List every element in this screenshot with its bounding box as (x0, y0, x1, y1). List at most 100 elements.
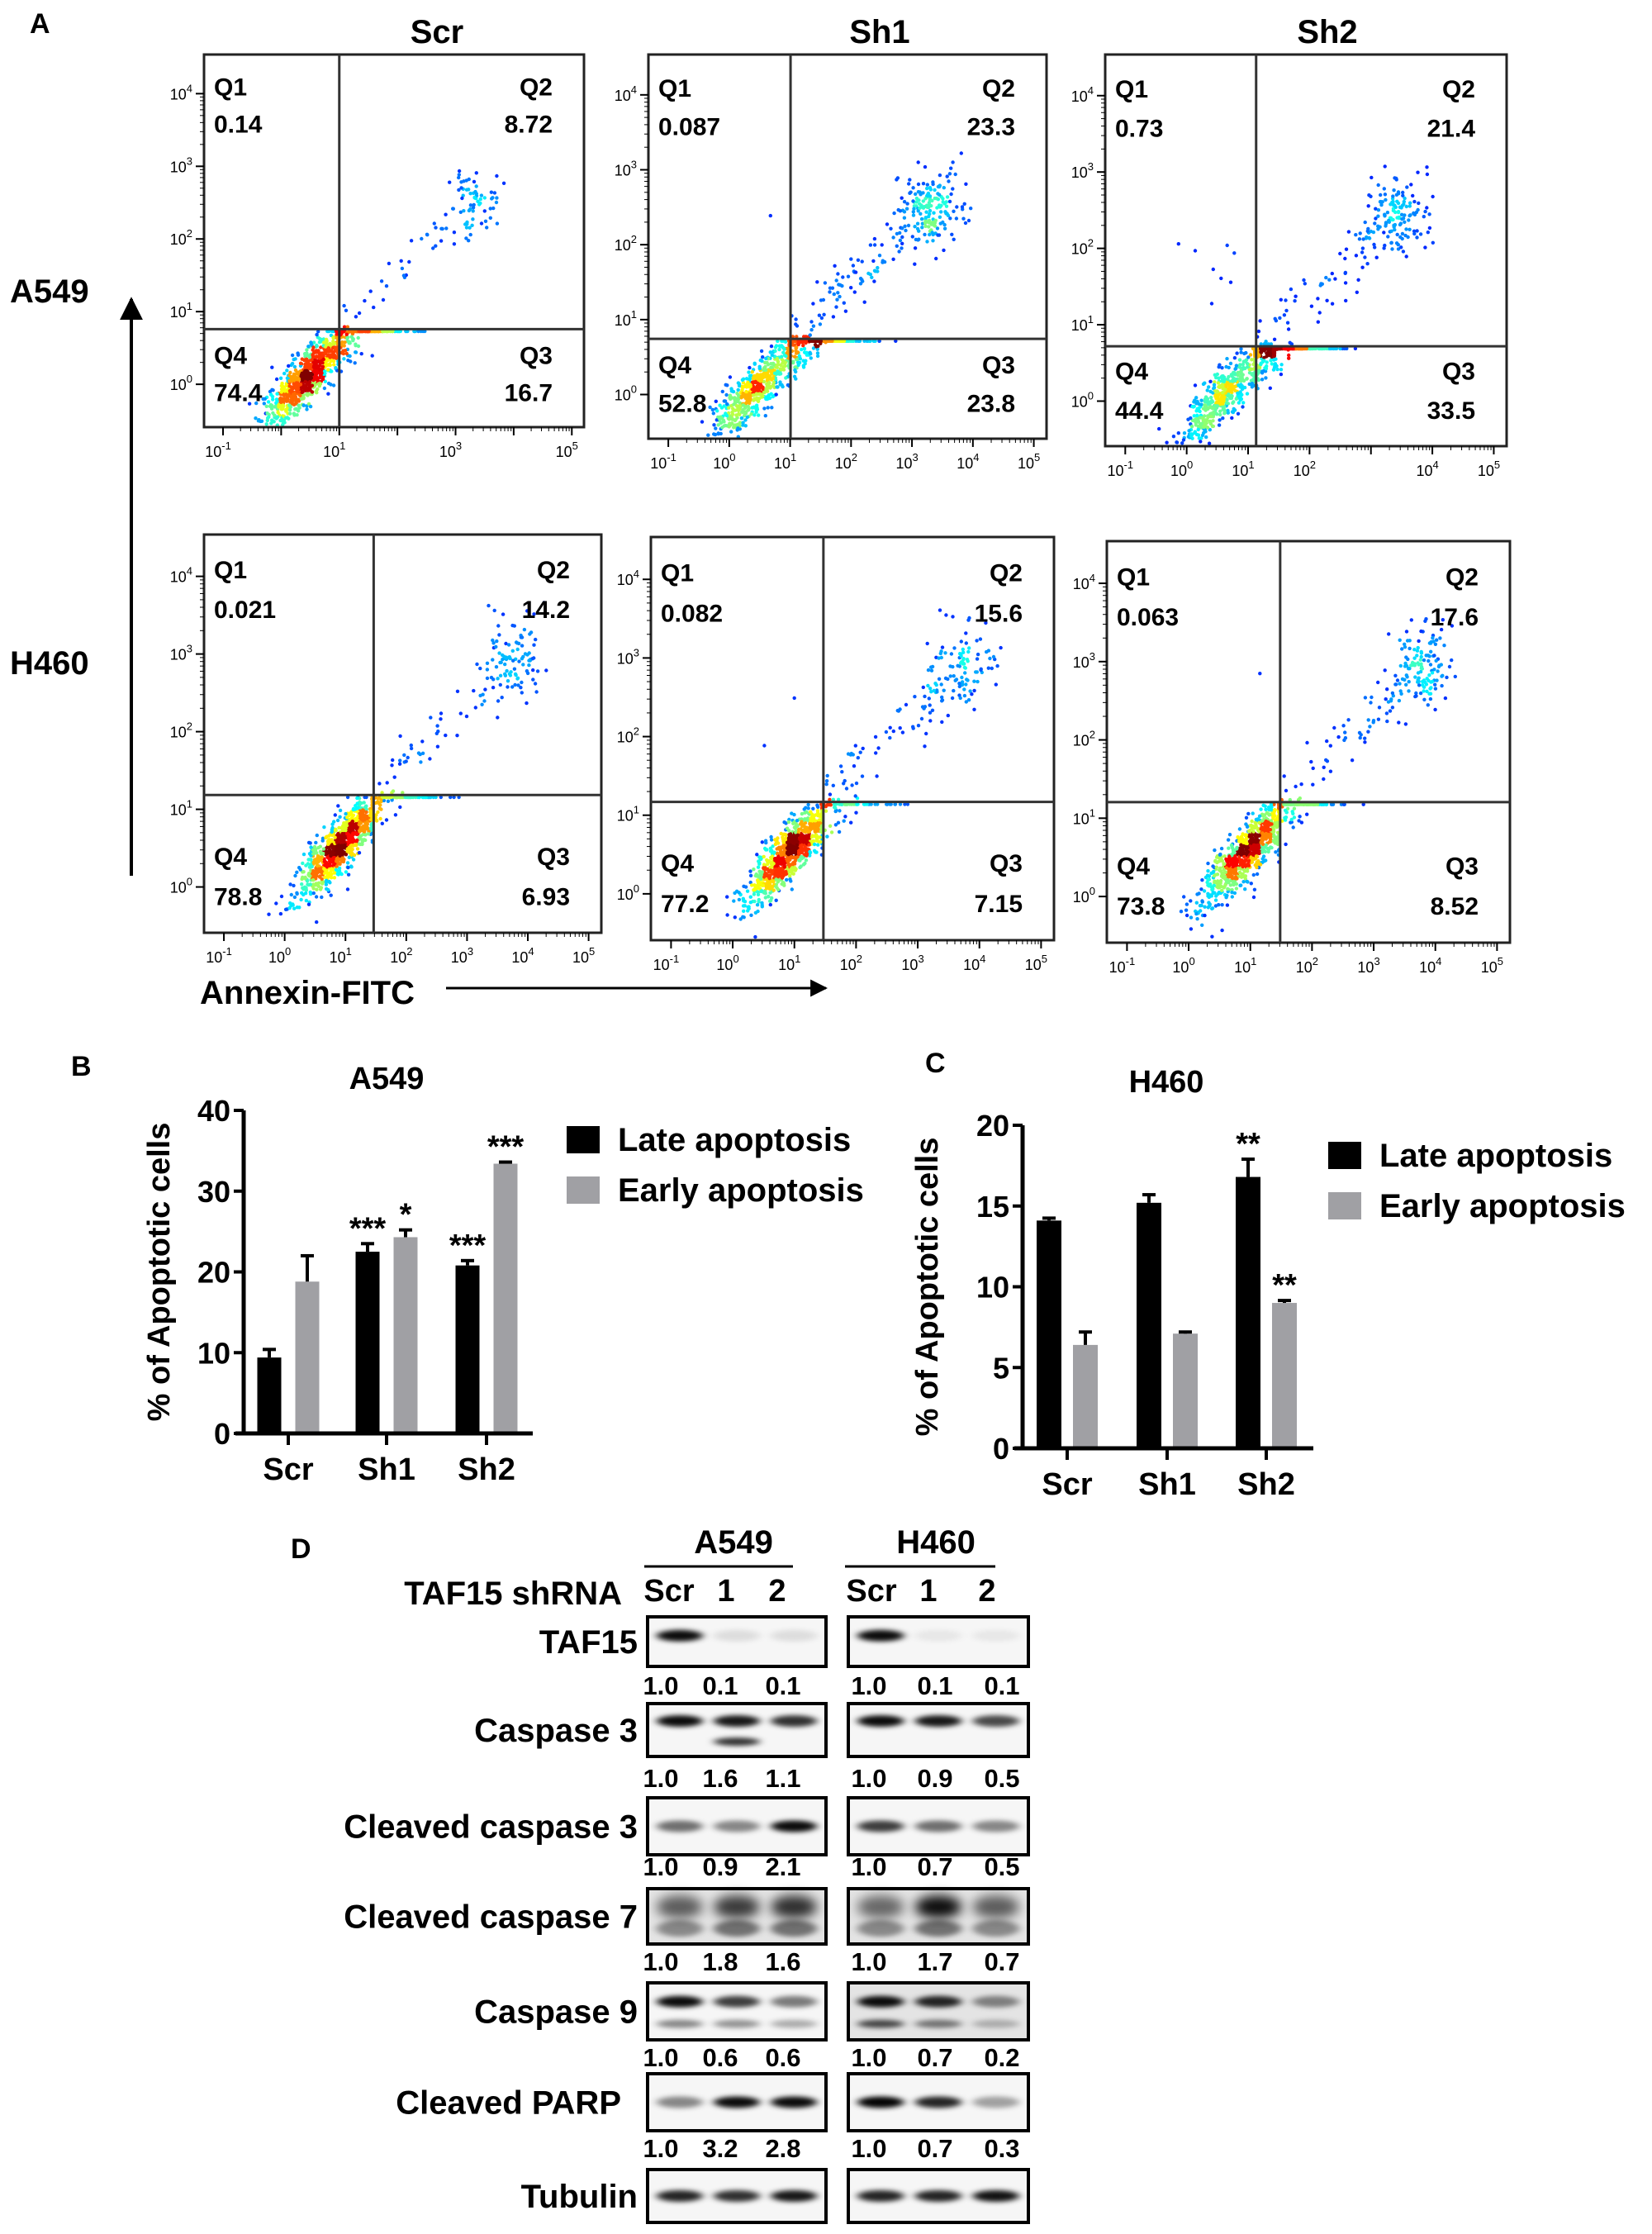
event-dot (708, 405, 712, 410)
event-dot (385, 781, 389, 785)
x-tick-label: 105 (572, 945, 595, 966)
event-dot (928, 212, 932, 216)
event-dot (1343, 256, 1347, 261)
event-dot (1215, 372, 1220, 377)
event-dot (928, 719, 933, 723)
event-dot (916, 160, 920, 164)
event-dot (955, 205, 959, 209)
event-dot (489, 190, 494, 194)
event-dot (1396, 201, 1401, 206)
event-dot (1399, 212, 1404, 216)
event-dot (315, 354, 319, 359)
event-dot (498, 673, 503, 677)
event-dot (900, 196, 904, 200)
event-dot (323, 371, 327, 376)
event-dot (420, 236, 424, 241)
event-dot (301, 892, 306, 897)
event-dot (1215, 412, 1219, 416)
event-dot (501, 612, 506, 616)
event-dot (509, 670, 513, 674)
event-dot (948, 216, 952, 221)
event-dot (1241, 362, 1246, 367)
event-dot (1380, 200, 1384, 204)
event-dot (1415, 235, 1419, 240)
event-dot (733, 417, 738, 422)
event-dot (924, 210, 928, 214)
event-dot (448, 180, 452, 184)
event-dot (496, 624, 501, 628)
event-dot (1275, 364, 1279, 368)
event-dot (409, 746, 414, 751)
event-dot (800, 347, 804, 352)
event-dot (1425, 165, 1429, 169)
event-dot (310, 390, 315, 394)
event-dot (387, 261, 392, 266)
event-dot (725, 895, 729, 899)
event-dot (458, 210, 463, 214)
event-dot (754, 397, 759, 402)
event-dot (783, 360, 787, 364)
event-dot (345, 887, 350, 891)
event-dot (1238, 397, 1242, 402)
event-dot (1386, 235, 1390, 239)
event-dot (775, 356, 779, 361)
event-dot (268, 389, 273, 394)
y-tick-label: 103 (170, 643, 192, 663)
event-dot (398, 734, 402, 739)
y-tick-label: 103 (615, 159, 637, 179)
quadrant-percent-q2: 21.4 (1427, 116, 1476, 143)
event-dot (951, 160, 955, 164)
event-dot (520, 644, 525, 648)
event-dot (492, 191, 497, 195)
event-dot (505, 668, 509, 673)
event-dot (1400, 231, 1405, 236)
event-dot (358, 820, 363, 825)
event-dot (320, 377, 325, 382)
event-dot (975, 639, 979, 643)
column-title-sh1: Sh1 (849, 14, 909, 50)
event-dot (324, 345, 328, 349)
event-dot (1272, 337, 1277, 341)
event-dot (895, 231, 900, 236)
event-dot (940, 720, 944, 725)
event-dot (734, 398, 739, 402)
event-dots (267, 601, 548, 924)
y-tick-label: 104 (1071, 84, 1094, 105)
event-dot (278, 911, 283, 916)
event-dot (1209, 302, 1214, 306)
event-dot (938, 183, 942, 188)
event-dot (284, 409, 288, 413)
event-dot (745, 415, 749, 420)
event-dot (289, 904, 293, 908)
event-dot (320, 895, 324, 900)
event-dot (1363, 220, 1367, 225)
event-dot (397, 762, 402, 766)
event-dot (1427, 226, 1432, 231)
event-dot (363, 298, 367, 303)
event-dot (906, 223, 911, 228)
event-dot (292, 895, 297, 900)
event-dot (342, 325, 347, 329)
event-dot (1196, 408, 1200, 412)
event-dot (314, 389, 319, 393)
event-dot (764, 356, 768, 361)
event-dot (900, 241, 904, 245)
event-dot (942, 226, 947, 231)
event-dot (491, 686, 496, 690)
event-dot (320, 364, 325, 369)
quadrant-name-q3: Q3 (520, 342, 553, 369)
event-dot (1213, 408, 1218, 412)
event-dot (779, 363, 783, 368)
event-dot (1426, 231, 1431, 235)
event-dot (1189, 434, 1194, 439)
event-dot (336, 804, 340, 808)
event-dot (308, 890, 312, 895)
event-dot (898, 209, 903, 213)
event-dot (468, 192, 472, 196)
x-tick-label: 10-1 (650, 451, 676, 472)
event-dot (459, 186, 463, 190)
event-dot (1382, 187, 1387, 191)
event-dot (436, 730, 440, 734)
